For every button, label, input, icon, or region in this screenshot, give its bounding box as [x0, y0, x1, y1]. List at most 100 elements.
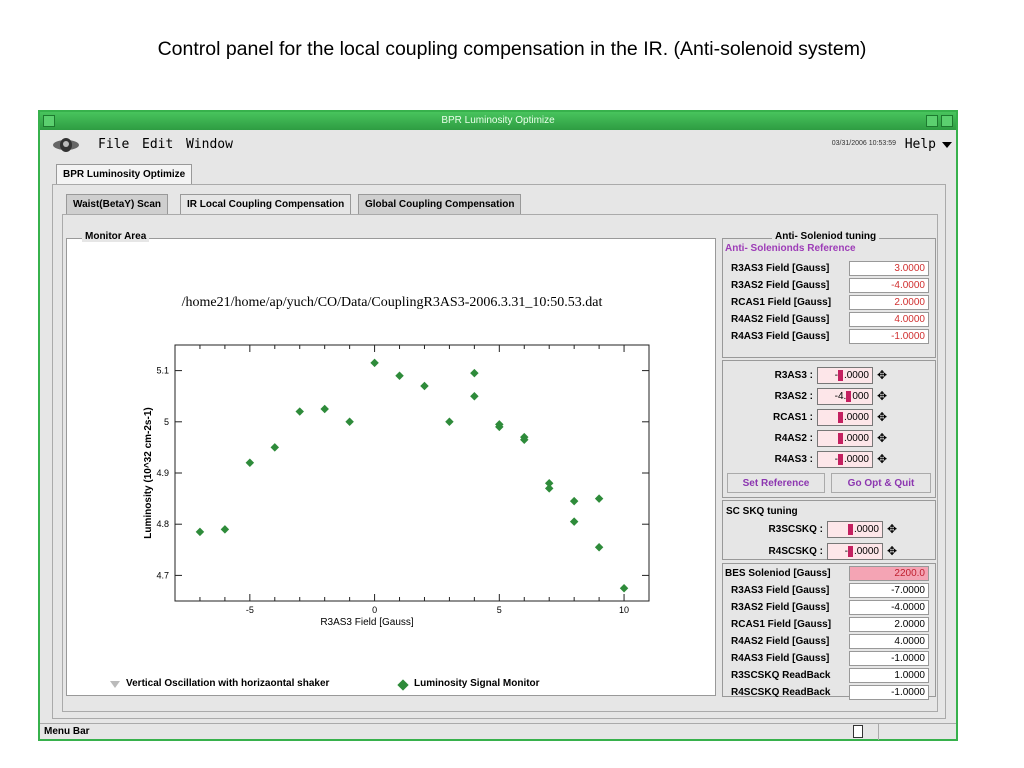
- skq-control-row: R3SCSKQ : .0000 ✥: [723, 521, 935, 539]
- skq-control-value-after-cursor: .0000: [853, 546, 879, 557]
- data-point: [445, 417, 454, 427]
- adjust-arrows-icon[interactable]: ✥: [886, 522, 898, 536]
- readback-field-label: R3AS2 Field [Gauss]: [731, 602, 830, 613]
- status-divider: [878, 724, 879, 740]
- data-point: [594, 542, 604, 552]
- anti-solenoid-control-row: R3AS2 : -4. 000 ✥: [723, 388, 935, 406]
- readback-field-row: R4SCSKQ ReadBack -1.0000: [723, 685, 935, 702]
- data-point: [245, 458, 255, 468]
- status-text: Menu Bar: [44, 726, 90, 737]
- reference-field-value: -1.0000: [849, 329, 929, 344]
- luminosity-scatter-plot: -5 0 5 10 4.7 4.8 4.9 5 5.1 R3AS3 Field [Gauss] Lu…: [143, 344, 650, 628]
- data-point: [470, 391, 479, 401]
- anti-solenoid-controls-box: R3AS3 : - .0000 ✥ R3AS2 : -4. 000 ✥ RCAS1 : .0000…: [722, 360, 936, 498]
- anti-solenoid-control-input[interactable]: .0000: [817, 430, 873, 447]
- adjust-arrows-icon[interactable]: ✥: [876, 389, 888, 403]
- readback-field-label: R4AS2 Field [Gauss]: [731, 636, 830, 647]
- skq-control-label: R3SCSKQ :: [768, 524, 823, 535]
- legend-vertical-oscillation: Vertical Oscillation with horizaontal sh…: [126, 678, 330, 689]
- text-cursor: [837, 411, 843, 423]
- window-titlebar[interactable]: BPR Luminosity Optimize: [40, 112, 956, 130]
- menu-window[interactable]: Window: [186, 137, 233, 152]
- text-cursor: [837, 432, 843, 444]
- reference-field-label: R4AS3 Field [Gauss]: [731, 331, 830, 342]
- adjust-arrows-icon[interactable]: ✥: [876, 410, 888, 424]
- menu-help[interactable]: Help: [904, 137, 936, 152]
- reference-field-row: R4AS3 Field [Gauss] -1.0000: [723, 329, 935, 346]
- data-point: [619, 583, 629, 593]
- reference-field-label: R4AS2 Field [Gauss]: [731, 314, 830, 325]
- adjust-arrows-icon[interactable]: ✥: [876, 431, 888, 445]
- anti-solenoid-control-input[interactable]: -4. 000: [817, 388, 873, 405]
- readback-field-label: R3AS3 Field [Gauss]: [731, 585, 830, 596]
- set-reference-button[interactable]: Set Reference: [727, 473, 825, 493]
- data-point: [569, 517, 579, 526]
- y-tick-label: 4.7: [156, 570, 169, 580]
- readback-field-row: RCAS1 Field [Gauss] 2.0000: [723, 617, 935, 634]
- data-point: [520, 435, 529, 444]
- data-point: [195, 527, 205, 537]
- anti-solenoid-control-value-before-cursor: -: [834, 454, 838, 465]
- anti-solenoid-control-input[interactable]: - .0000: [817, 451, 873, 468]
- readback-field-value: 2.0000: [849, 617, 929, 632]
- readback-field-value: 1.0000: [849, 668, 929, 683]
- datetime-readout: 03/31/2006 10:53:59: [831, 140, 896, 147]
- reference-field-label: R3AS2 Field [Gauss]: [731, 280, 830, 291]
- reference-box: Anti- Solenionds Reference R3AS3 Field […: [722, 238, 936, 358]
- anti-solenoid-control-input[interactable]: .0000: [817, 409, 873, 426]
- reference-field-value: -4.0000: [849, 278, 929, 293]
- reference-field-value: 4.0000: [849, 312, 929, 327]
- help-dropdown-icon[interactable]: [942, 142, 952, 148]
- maximize-icon[interactable]: [941, 115, 953, 127]
- readback-field-value: 4.0000: [849, 634, 929, 649]
- bes-solenoid-label: BES Soleniod [Gauss]: [725, 568, 831, 579]
- reference-field-row: R3AS3 Field [Gauss] 3.0000: [723, 261, 935, 278]
- reference-field-label: RCAS1 Field [Gauss]: [731, 297, 832, 308]
- data-point: [345, 417, 354, 427]
- adjust-arrows-icon[interactable]: ✥: [876, 368, 888, 382]
- anti-solenoid-tuning-legend: Anti- Soleniod tuning: [772, 231, 880, 242]
- reference-field-row: R3AS2 Field [Gauss] -4.0000: [723, 278, 935, 295]
- anti-solenoid-control-row: RCAS1 : .0000 ✥: [723, 409, 935, 427]
- reference-field-label: R3AS3 Field [Gauss]: [731, 263, 830, 274]
- plot-frame: [174, 344, 650, 602]
- menu-file[interactable]: File: [98, 137, 130, 152]
- bes-solenoid-row: BES Soleniod [Gauss] 2200.0: [723, 566, 935, 583]
- minimize-icon[interactable]: [926, 115, 938, 127]
- x-tick-label: 5: [497, 605, 502, 615]
- data-point: [295, 407, 304, 416]
- sc-skq-box: SC SKQ tuning R3SCSKQ : .0000 ✥ R4SCSKQ : -.…: [722, 500, 936, 560]
- document-icon[interactable]: [853, 725, 863, 738]
- menubar: File Edit Window 03/31/2006 10:53:59 Hel…: [40, 132, 956, 158]
- anti-solenoid-control-label: R4AS3 :: [774, 454, 813, 465]
- adjust-arrows-icon[interactable]: ✥: [886, 544, 898, 558]
- readback-field-label: R4SCSKQ ReadBack: [731, 687, 831, 698]
- adjust-arrows-icon[interactable]: ✥: [876, 452, 888, 466]
- skq-control-input[interactable]: .0000: [827, 521, 883, 538]
- skq-control-value-before-cursor: -: [844, 546, 848, 557]
- readback-field-value: -1.0000: [849, 685, 929, 700]
- reference-title: Anti- Solenionds Reference: [725, 243, 856, 254]
- go-opt-quit-button[interactable]: Go Opt & Quit: [831, 473, 931, 493]
- text-cursor: [847, 545, 853, 557]
- monitor-area-legend: Monitor Area: [82, 231, 150, 242]
- tab-waist-scan[interactable]: Waist(BetaY) Scan: [66, 194, 168, 214]
- skq-control-row: R4SCSKQ : - .0000 ✥: [723, 543, 935, 561]
- menu-edit[interactable]: Edit: [142, 137, 174, 152]
- window-menu-icon[interactable]: [43, 115, 55, 127]
- skq-control-input[interactable]: - .0000: [827, 543, 883, 560]
- data-point: [544, 478, 554, 488]
- x-tick-label: -5: [246, 605, 254, 615]
- app-logo-icon: [53, 138, 79, 152]
- reference-field-row: RCAS1 Field [Gauss] 2.0000: [723, 295, 935, 312]
- tab-ir-local-coupling[interactable]: IR Local Coupling Compensation: [180, 194, 352, 214]
- data-filename: /home21/home/ap/yuch/CO/Data/CouplingR3A…: [181, 295, 603, 310]
- tab-global-coupling[interactable]: Global Coupling Compensation: [358, 194, 522, 214]
- status-bar: Menu Bar: [40, 723, 956, 740]
- anti-solenoid-control-value-after-cursor: .0000: [843, 412, 869, 423]
- readback-field-label: R4AS3 Field [Gauss]: [731, 653, 830, 664]
- bes-solenoid-value: 2200.0: [849, 566, 929, 581]
- tab-bpr-luminosity-optimize[interactable]: BPR Luminosity Optimize: [56, 164, 193, 184]
- text-cursor: [846, 390, 852, 402]
- anti-solenoid-control-input[interactable]: - .0000: [817, 367, 873, 384]
